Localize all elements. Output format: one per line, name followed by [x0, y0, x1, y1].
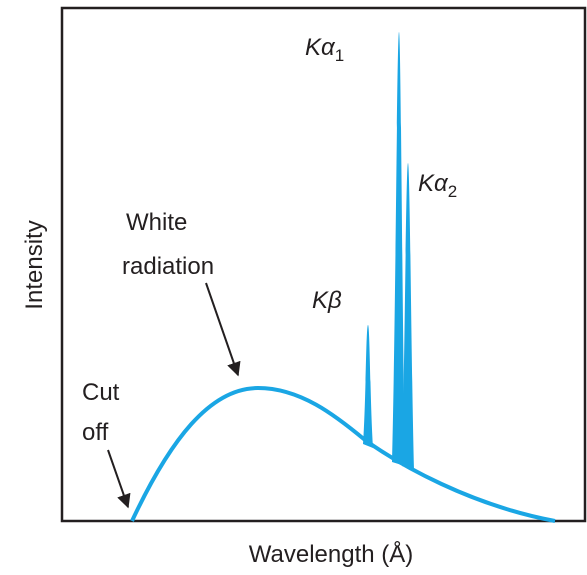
white-radiation-curve	[130, 385, 556, 523]
peak-subscript: 1	[335, 46, 344, 65]
annotation: White	[126, 209, 187, 236]
k-alpha2-peak	[402, 163, 414, 470]
peak-label: Kα1	[305, 34, 344, 65]
plot-frame	[60, 6, 587, 523]
y-axis-label: Intensity	[21, 220, 48, 309]
peak-letter: K	[312, 287, 329, 314]
peak-letter: K	[418, 170, 435, 197]
k-alpha1-peak	[392, 32, 405, 466]
arrow	[107, 449, 131, 509]
peak-label: Kα2	[418, 170, 457, 201]
peak-subscript: 2	[448, 182, 457, 201]
arrow	[205, 282, 241, 377]
peak-label: Kβ	[312, 287, 342, 314]
annotation: off	[82, 419, 109, 446]
peak-greek: α	[434, 170, 449, 197]
peak-greek: α	[321, 34, 336, 61]
annotation: Cut	[82, 379, 120, 406]
peak-letter: K	[305, 34, 322, 61]
annotation: radiation	[122, 253, 214, 280]
k-beta-peak	[363, 325, 373, 448]
peak-greek: β	[327, 287, 342, 314]
x-axis-label: Wavelength (Å)	[249, 540, 414, 568]
